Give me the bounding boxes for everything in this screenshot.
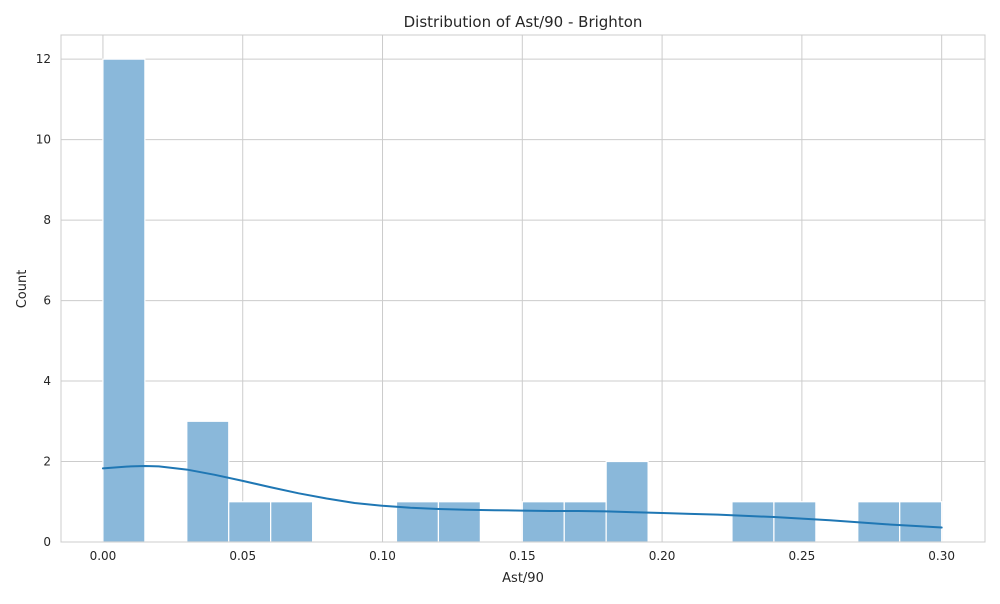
histogram-bar	[102, 58, 146, 543]
x-tick-label: 0.30	[928, 549, 955, 563]
x-tick-label: 0.05	[229, 549, 256, 563]
histogram-bar	[899, 501, 943, 543]
histogram-bar	[186, 420, 230, 543]
y-tick-label: 12	[36, 52, 51, 66]
bars-layer	[102, 58, 943, 543]
y-tick-label: 2	[43, 455, 51, 469]
histogram-bar	[605, 460, 649, 543]
plot-frame	[60, 34, 986, 543]
y-tick-label: 10	[36, 133, 51, 147]
x-axis-label: Ast/90	[502, 571, 544, 586]
y-tick-label: 0	[43, 535, 51, 549]
histogram-bar	[228, 501, 272, 543]
frame-layer	[60, 34, 986, 543]
histogram-bar	[731, 501, 775, 543]
x-tick-label: 0.00	[90, 549, 117, 563]
y-axis-label: Count	[15, 270, 30, 309]
kde-layer	[101, 464, 943, 529]
y-tick-label: 6	[43, 294, 51, 308]
x-tick-label: 0.25	[789, 549, 816, 563]
histogram-bar	[437, 501, 481, 543]
y-tick-labels: 0 2 4 6 8 10 12	[36, 52, 51, 549]
x-tick-label: 0.20	[649, 549, 676, 563]
chart-title: Distribution of Ast/90 - Brighton	[404, 13, 643, 31]
histogram-bar	[563, 501, 607, 543]
histogram-bar	[270, 501, 314, 543]
x-tick-labels: 0.00 0.05 0.10 0.15 0.20 0.25 0.30	[90, 549, 955, 563]
x-tick-label: 0.15	[509, 549, 536, 563]
kde-curve	[101, 464, 943, 529]
y-tick-label: 4	[43, 374, 51, 388]
grid-layer	[61, 35, 985, 543]
y-tick-label: 8	[43, 213, 51, 227]
histogram-bar	[773, 501, 817, 543]
x-tick-label: 0.10	[369, 549, 396, 563]
histogram-bar	[521, 501, 565, 543]
